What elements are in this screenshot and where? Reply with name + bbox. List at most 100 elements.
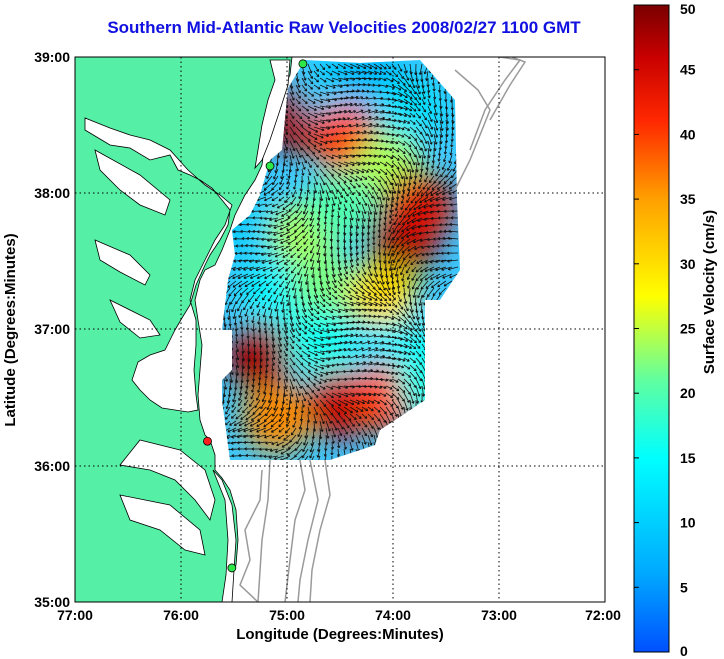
velocity-arrow: [325, 294, 332, 301]
velocity-arrow: [307, 133, 318, 140]
velocity-arrow: [411, 273, 417, 281]
velocity-arrow: [319, 77, 327, 83]
velocity-arrow: [271, 357, 275, 366]
velocity-arrow: [235, 343, 240, 353]
velocity-arrow: [448, 182, 459, 190]
velocity-arrow: [343, 259, 348, 269]
velocity-arrow: [401, 238, 411, 247]
velocity-arrow: [337, 266, 343, 276]
velocity-arrow: [349, 333, 359, 338]
velocity-arrow: [264, 273, 273, 279]
velocity-arrow: [433, 175, 441, 184]
velocity-arrow: [424, 175, 429, 183]
velocity-arrow: [361, 189, 368, 198]
velocity-arrow: [361, 340, 371, 345]
velocity-arrow: [263, 427, 273, 433]
velocity-arrow: [310, 203, 315, 215]
velocity-arrow: [307, 70, 313, 79]
velocity-arrow: [281, 441, 291, 448]
velocity-arrow: [349, 441, 354, 451]
velocity-arrow: [379, 315, 388, 319]
velocity-arrow: [447, 161, 453, 171]
velocity-arrow: [325, 280, 331, 290]
velocity-arrow: [343, 399, 355, 406]
velocity-arrow: [325, 420, 331, 432]
velocity-arrow: [249, 301, 255, 310]
velocity-arrow: [258, 209, 267, 214]
velocity-arrow: [437, 237, 447, 241]
velocity-arrow: [331, 385, 341, 390]
velocity-arrow: [307, 343, 318, 349]
velocity-arrow: [373, 420, 380, 431]
velocity-arrow: [229, 420, 237, 426]
velocity-arrow: [325, 154, 334, 160]
velocity-arrow: [397, 175, 403, 187]
velocity-arrow: [284, 427, 291, 434]
velocity-arrow: [418, 203, 429, 210]
velocity-arrow: [331, 77, 342, 82]
velocity-arrow: [400, 196, 405, 204]
velocity-arrow: [402, 252, 411, 261]
velocity-arrow: [279, 455, 291, 460]
velocity-arrow: [278, 413, 285, 422]
velocity-arrow: [264, 203, 273, 208]
velocity-arrow: [397, 126, 405, 131]
velocity-arrow: [319, 385, 326, 390]
velocity-arrow: [331, 273, 337, 283]
velocity-arrow: [437, 154, 441, 162]
velocity-arrow: [244, 280, 255, 288]
velocity-arrow: [389, 203, 393, 213]
velocity-arrow: [393, 217, 399, 226]
velocity-arrow: [361, 203, 367, 215]
velocity-arrow: [319, 168, 327, 177]
velocity-arrow: [256, 273, 267, 279]
velocity-arrow: [290, 196, 297, 205]
velocity-arrow: [410, 196, 417, 204]
velocity-arrow: [422, 287, 429, 298]
velocity-arrow: [415, 252, 423, 257]
velocity-arrow: [229, 371, 234, 383]
velocity-arrow: [319, 371, 329, 376]
velocity-arrow: [232, 266, 243, 271]
velocity-arrow: [442, 273, 453, 279]
velocity-arrow: [257, 315, 261, 325]
velocity-arrow: [313, 413, 318, 424]
velocity-arrow: [313, 336, 324, 342]
velocity-arrow: [301, 168, 305, 176]
velocity-arrow: [424, 196, 435, 203]
velocity-arrow: [349, 354, 358, 359]
velocity-arrow: [303, 252, 309, 261]
velocity-arrow: [293, 175, 297, 183]
velocity-arrow: [270, 266, 279, 272]
colorbar-tick-label: 10: [680, 515, 696, 531]
velocity-arrow: [361, 413, 368, 419]
velocity-arrow: [377, 231, 382, 239]
velocity-arrow: [415, 147, 422, 159]
velocity-arrow: [391, 315, 401, 322]
velocity-arrow: [330, 210, 334, 218]
velocity-arrow: [325, 287, 332, 296]
velocity-arrow: [429, 266, 441, 272]
velocity-arrow: [277, 336, 283, 347]
velocity-arrow: [254, 259, 267, 264]
velocity-arrow: [433, 126, 439, 138]
velocity-arrow: [239, 315, 243, 325]
velocity-arrow: [419, 168, 423, 178]
velocity-arrow: [309, 217, 315, 227]
velocity-arrow: [331, 434, 335, 444]
velocity-arrow: [249, 420, 261, 427]
velocity-arrow: [323, 455, 327, 460]
velocity-arrow: [436, 182, 447, 190]
velocity-arrow: [355, 427, 361, 436]
velocity-arrow: [415, 140, 422, 151]
velocity-arrow: [295, 392, 300, 403]
velocity-arrow: [367, 63, 378, 70]
velocity-arrow: [421, 252, 429, 257]
velocity-arrow: [301, 112, 311, 119]
velocity-arrow: [438, 287, 447, 295]
velocity-arrow: [289, 84, 295, 95]
velocity-arrow: [349, 182, 356, 189]
velocity-arrow: [405, 266, 411, 274]
velocity-arrow: [265, 364, 269, 374]
velocity-arrow: [412, 238, 423, 244]
